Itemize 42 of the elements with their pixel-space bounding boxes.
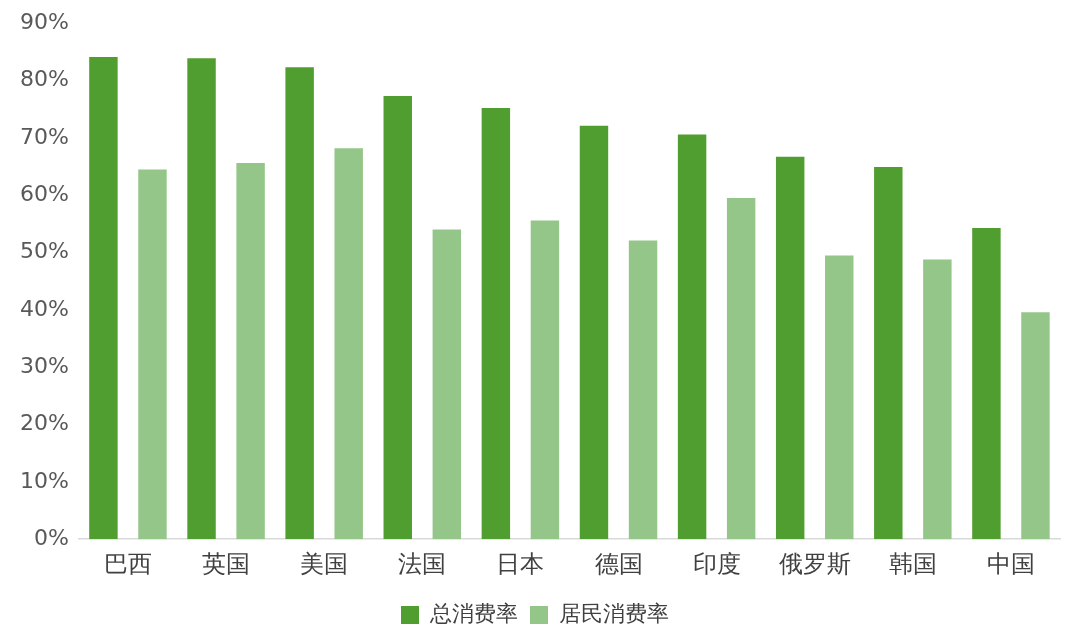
bar	[677, 134, 707, 540]
y-tick-label: 90%	[19, 8, 69, 34]
x-tick-label: 美国	[300, 549, 349, 578]
bar	[89, 57, 118, 540]
y-tick-label: 60%	[19, 180, 69, 206]
y-tick-label: 70%	[19, 123, 69, 149]
y-tick-label: 10%	[19, 467, 69, 493]
bar	[579, 125, 609, 540]
bar	[383, 96, 412, 540]
bar	[874, 167, 903, 540]
bar	[923, 259, 952, 540]
y-tick-label: 20%	[19, 410, 69, 436]
x-tick-label: 中国	[986, 549, 1035, 578]
bar	[825, 255, 854, 540]
bar	[236, 163, 265, 540]
y-tick-label: 40%	[19, 295, 69, 321]
bar	[187, 58, 216, 540]
bar	[628, 240, 658, 540]
bar	[285, 67, 314, 540]
x-tick-label: 俄罗斯	[778, 549, 851, 578]
x-tick-label: 巴西	[103, 549, 152, 578]
bar	[1021, 312, 1050, 540]
x-tick-label: 英国	[202, 549, 251, 578]
bar	[530, 220, 560, 540]
legend-label: 总消费率	[429, 600, 518, 626]
bar	[138, 169, 167, 540]
bar	[726, 198, 756, 540]
bar	[432, 229, 462, 540]
y-tick-label: 0%	[33, 524, 69, 550]
bar	[775, 156, 805, 540]
x-tick-label: 日本	[496, 549, 545, 578]
y-tick-label: 50%	[19, 238, 69, 264]
x-tick-label: 法国	[398, 549, 447, 578]
x-tick-label: 德国	[594, 549, 643, 578]
bar	[334, 148, 363, 540]
x-tick-label: 韩国	[888, 549, 937, 578]
y-tick-label: 80%	[19, 66, 69, 92]
y-tick-label: 30%	[19, 352, 69, 378]
legend-label: 居民消费率	[559, 600, 669, 626]
x-tick-label: 印度	[692, 549, 741, 578]
bar	[481, 108, 511, 540]
bar	[972, 227, 1001, 540]
